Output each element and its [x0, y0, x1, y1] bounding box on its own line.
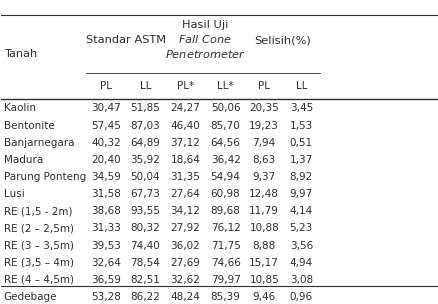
Text: 9,37: 9,37	[252, 172, 275, 182]
Text: RE (3,5 – 4m): RE (3,5 – 4m)	[4, 258, 74, 268]
Text: Selisih(%): Selisih(%)	[254, 35, 311, 45]
Text: 1,53: 1,53	[289, 121, 312, 130]
Text: 34,12: 34,12	[170, 206, 200, 216]
Text: 79,97: 79,97	[210, 275, 240, 285]
Text: 27,92: 27,92	[170, 223, 200, 233]
Text: 0,51: 0,51	[289, 138, 312, 148]
Text: 0,96: 0,96	[289, 292, 312, 302]
Text: 24,27: 24,27	[170, 103, 200, 113]
Text: 80,32: 80,32	[130, 223, 160, 233]
Text: 10,88: 10,88	[249, 223, 279, 233]
Text: Parung Ponteng: Parung Ponteng	[4, 172, 85, 182]
Text: 35,92: 35,92	[130, 155, 160, 165]
Text: 38,68: 38,68	[91, 206, 121, 216]
Text: Madura: Madura	[4, 155, 43, 165]
Text: 20,35: 20,35	[249, 103, 279, 113]
Text: 60,98: 60,98	[210, 189, 240, 199]
Text: 67,73: 67,73	[130, 189, 160, 199]
Text: Gedebage: Gedebage	[4, 292, 57, 302]
Text: 12,48: 12,48	[249, 189, 279, 199]
Text: 93,55: 93,55	[130, 206, 160, 216]
Text: 10,85: 10,85	[249, 275, 279, 285]
Text: 8,92: 8,92	[289, 172, 312, 182]
Text: Kaolin: Kaolin	[4, 103, 35, 113]
Text: 30,47: 30,47	[91, 103, 121, 113]
Text: 86,22: 86,22	[130, 292, 160, 302]
Text: RE (2 – 2,5m): RE (2 – 2,5m)	[4, 223, 74, 233]
Text: 82,51: 82,51	[130, 275, 160, 285]
Text: 85,70: 85,70	[210, 121, 240, 130]
Text: PL*: PL*	[176, 81, 194, 92]
Text: 78,54: 78,54	[130, 258, 160, 268]
Text: 3,08: 3,08	[289, 275, 312, 285]
Text: Standar ASTM: Standar ASTM	[85, 35, 166, 45]
Text: 64,89: 64,89	[130, 138, 160, 148]
Text: 51,85: 51,85	[130, 103, 160, 113]
Text: 87,03: 87,03	[130, 121, 160, 130]
Text: 32,64: 32,64	[91, 258, 121, 268]
Text: 54,94: 54,94	[210, 172, 240, 182]
Text: 48,24: 48,24	[170, 292, 200, 302]
Text: 7,94: 7,94	[252, 138, 275, 148]
Text: PL: PL	[100, 81, 112, 92]
Text: 53,28: 53,28	[91, 292, 121, 302]
Text: 1,37: 1,37	[289, 155, 312, 165]
Text: 50,04: 50,04	[130, 172, 160, 182]
Text: 31,35: 31,35	[170, 172, 200, 182]
Text: 36,42: 36,42	[210, 155, 240, 165]
Text: 74,40: 74,40	[130, 240, 160, 250]
Text: 3,45: 3,45	[289, 103, 312, 113]
Text: 5,23: 5,23	[289, 223, 312, 233]
Text: 64,56: 64,56	[210, 138, 240, 148]
Text: 8,88: 8,88	[252, 240, 275, 250]
Text: 89,68: 89,68	[210, 206, 240, 216]
Text: Lusi: Lusi	[4, 189, 24, 199]
Text: 85,39: 85,39	[210, 292, 240, 302]
Text: 31,58: 31,58	[91, 189, 121, 199]
Text: RE (1,5 - 2m): RE (1,5 - 2m)	[4, 206, 72, 216]
Text: 71,75: 71,75	[210, 240, 240, 250]
Text: 50,06: 50,06	[210, 103, 240, 113]
Text: 4,94: 4,94	[289, 258, 312, 268]
Text: 3,56: 3,56	[289, 240, 312, 250]
Text: RE (4 – 4,5m): RE (4 – 4,5m)	[4, 275, 74, 285]
Text: 39,53: 39,53	[91, 240, 121, 250]
Text: Bentonite: Bentonite	[4, 121, 54, 130]
Text: 11,79: 11,79	[249, 206, 279, 216]
Text: 27,64: 27,64	[170, 189, 200, 199]
Text: PL: PL	[258, 81, 270, 92]
Text: 18,64: 18,64	[170, 155, 200, 165]
Text: 74,66: 74,66	[210, 258, 240, 268]
Text: LL: LL	[295, 81, 306, 92]
Text: 36,02: 36,02	[170, 240, 200, 250]
Text: 8,63: 8,63	[252, 155, 275, 165]
Text: 46,40: 46,40	[170, 121, 200, 130]
Text: 36,59: 36,59	[91, 275, 121, 285]
Text: 4,14: 4,14	[289, 206, 312, 216]
Text: 9,46: 9,46	[252, 292, 275, 302]
Text: Banjarnegara: Banjarnegara	[4, 138, 74, 148]
Text: 31,33: 31,33	[91, 223, 121, 233]
Text: 57,45: 57,45	[91, 121, 121, 130]
Text: 27,69: 27,69	[170, 258, 200, 268]
Text: RE (3 – 3,5m): RE (3 – 3,5m)	[4, 240, 74, 250]
Text: 40,32: 40,32	[91, 138, 121, 148]
Text: Tanah: Tanah	[4, 49, 37, 59]
Text: 76,12: 76,12	[210, 223, 240, 233]
Text: 34,59: 34,59	[91, 172, 121, 182]
Text: 37,12: 37,12	[170, 138, 200, 148]
Text: LL*: LL*	[217, 81, 233, 92]
Text: 15,17: 15,17	[249, 258, 279, 268]
Text: 9,97: 9,97	[289, 189, 312, 199]
Text: 20,40: 20,40	[91, 155, 120, 165]
Text: LL: LL	[139, 81, 151, 92]
Text: 19,23: 19,23	[249, 121, 279, 130]
Text: 32,62: 32,62	[170, 275, 200, 285]
Text: Hasil Uji
$Fall$ $Cone$
$Penetrometer$: Hasil Uji $Fall$ $Cone$ $Penetrometer$	[164, 20, 245, 60]
